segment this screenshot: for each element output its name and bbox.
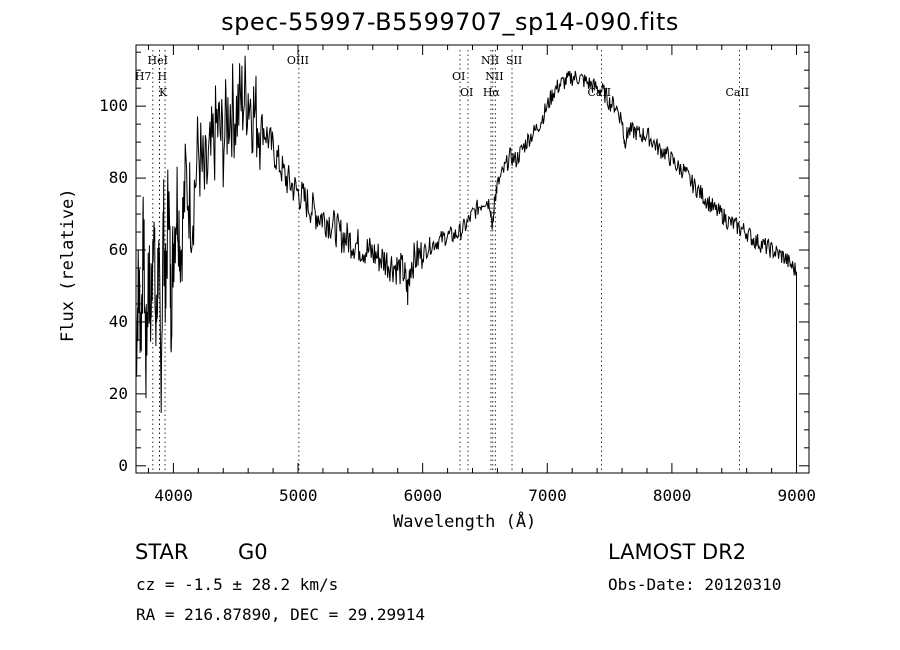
survey-name: LAMOST DR2 <box>608 540 747 564</box>
line-marker-label: OIII <box>286 54 309 67</box>
line-marker-label: H7 <box>134 70 152 83</box>
x-tick-label: 4000 <box>154 486 193 505</box>
line-marker-label: CaII <box>587 86 612 99</box>
line-marker-label: Hα <box>482 86 500 99</box>
line-marker-label: SII <box>506 54 523 67</box>
line-marker-label: K <box>159 86 168 99</box>
x-tick-label: 7000 <box>528 486 567 505</box>
chart-title: spec-55997-B5599707_sp14-090.fits <box>221 8 679 36</box>
y-tick-label: 80 <box>108 168 128 188</box>
x-tick-label: 5000 <box>279 486 318 505</box>
y-tick-label: 100 <box>99 96 128 116</box>
spectrum-line <box>135 55 797 466</box>
line-marker-label: H <box>157 70 168 83</box>
x-tick-label: 6000 <box>403 486 443 505</box>
y-tick-label: 20 <box>108 383 128 403</box>
x-tick-label: 9000 <box>777 486 817 505</box>
y-tick-label: 0 <box>118 455 128 475</box>
object-class: STAR <box>135 540 189 564</box>
y-tick-label: 40 <box>108 311 128 331</box>
x-tick-label: 8000 <box>652 486 692 505</box>
line-marker-label: CaII <box>725 86 750 99</box>
y-tick-label: 60 <box>108 240 128 259</box>
line-markers <box>152 50 740 473</box>
line-marker-label: NII <box>480 54 500 67</box>
line-marker-label: HeI <box>147 54 168 67</box>
coordinates: RA = 216.87890, DEC = 29.29914 <box>136 605 425 624</box>
line-marker-label: NII <box>485 70 504 83</box>
object-subclass: G0 <box>238 540 268 564</box>
axis-ticks <box>136 45 809 473</box>
observation-date: Obs-Date: 20120310 <box>608 575 782 594</box>
line-marker-label: OI <box>452 70 466 83</box>
y-axis-label: Flux (relative) <box>58 188 78 342</box>
line-marker-label: OI <box>460 86 474 99</box>
redshift-info: cz = -1.5 ± 28.2 km/s <box>136 575 339 594</box>
x-axis-label: Wavelength (Å) <box>393 512 537 532</box>
